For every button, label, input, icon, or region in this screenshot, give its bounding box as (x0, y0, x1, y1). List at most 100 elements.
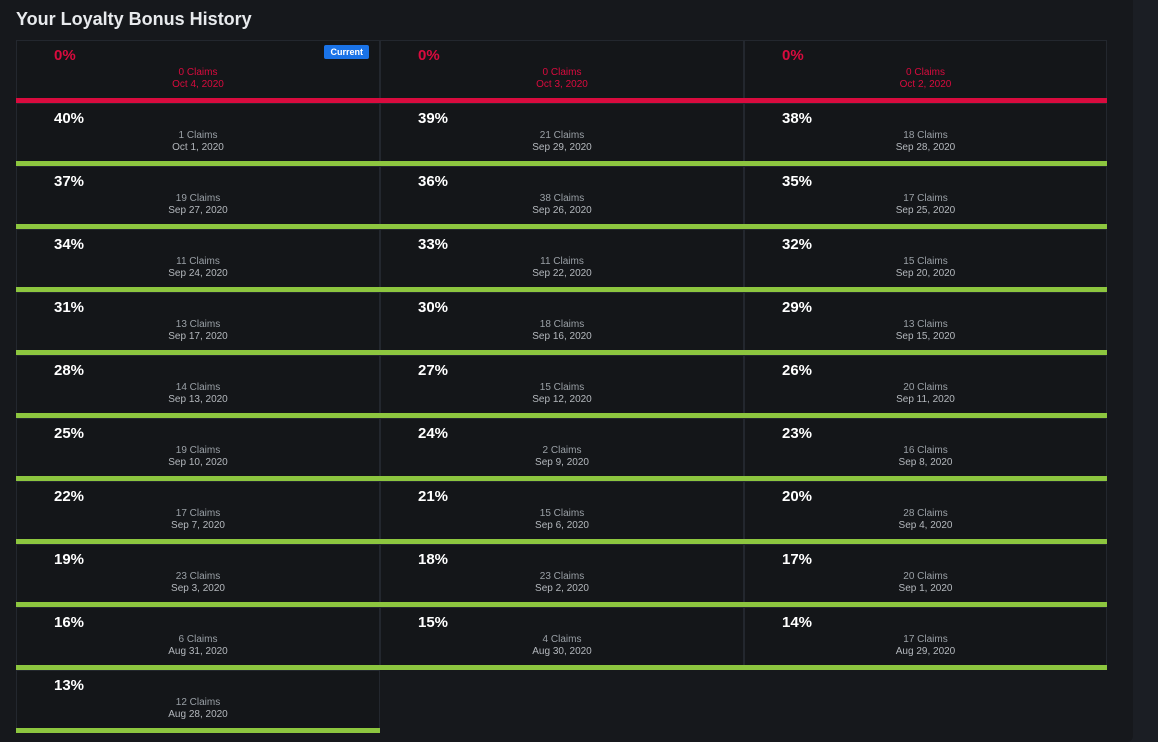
bonus-history-grid: 0% Current 0 Claims Oct 4, 2020 0% 0 Claims Oc… (16, 40, 1107, 733)
bonus-day-card: 37% 19 Claims Sep 27, 2020 (16, 166, 380, 229)
bonus-day-card: 30% 18 Claims Sep 16, 2020 (380, 292, 744, 355)
bonus-percent: 33% (418, 236, 449, 253)
claims-count: 23 Claims (539, 571, 585, 582)
bonus-percent: 25% (54, 425, 85, 442)
claims-count: 11 Claims (540, 256, 584, 267)
bonus-percent: 30% (418, 299, 449, 316)
claim-date: Sep 27, 2020 (168, 205, 228, 216)
status-bar (380, 539, 744, 544)
bonus-percent: 21% (418, 488, 449, 505)
claims-count: 13 Claims (175, 319, 221, 330)
status-bar (380, 350, 744, 355)
bonus-day-card: 21% 15 Claims Sep 6, 2020 (380, 481, 744, 544)
bonus-day-card: 17% 20 Claims Sep 1, 2020 (744, 544, 1107, 607)
bonus-percent: 40% (54, 110, 85, 127)
claim-date: Sep 1, 2020 (898, 583, 953, 594)
claims-count: 11 Claims (176, 256, 220, 267)
claim-date: Sep 17, 2020 (168, 331, 228, 342)
bonus-percent: 16% (54, 614, 85, 631)
bonus-percent: 23% (782, 425, 813, 442)
claims-count: 4 Claims (542, 634, 582, 645)
bonus-percent: 39% (418, 110, 449, 127)
status-bar (16, 728, 380, 733)
claim-date: Aug 31, 2020 (168, 646, 228, 657)
claim-date: Sep 8, 2020 (898, 457, 953, 468)
status-bar (16, 665, 380, 670)
bonus-percent: 31% (54, 299, 85, 316)
claim-date: Sep 11, 2020 (896, 394, 955, 405)
claims-count: 1 Claims (178, 130, 218, 141)
loyalty-history-panel: Your Loyalty Bonus History 0% Current 0 Cl… (16, 9, 1107, 733)
bonus-day-card: 28% 14 Claims Sep 13, 2020 (16, 355, 380, 418)
status-bar (380, 602, 744, 607)
bonus-percent: 22% (54, 488, 85, 505)
claim-date: Sep 29, 2020 (532, 142, 592, 153)
bonus-percent: 32% (782, 236, 813, 253)
bonus-percent: 38% (782, 110, 813, 127)
claims-count: 15 Claims (539, 382, 585, 393)
status-bar (16, 161, 380, 166)
claims-count: 21 Claims (539, 130, 585, 141)
claim-date: Aug 29, 2020 (895, 646, 956, 657)
status-bar (16, 413, 380, 418)
claims-count: 0 Claims (906, 67, 945, 78)
status-bar (380, 413, 744, 418)
bonus-day-card: 13% 12 Claims Aug 28, 2020 (16, 670, 380, 733)
bonus-day-card: 20% 28 Claims Sep 4, 2020 (744, 481, 1107, 544)
bonus-percent: 29% (782, 299, 813, 316)
claims-count: 19 Claims (175, 445, 221, 456)
claims-count: 38 Claims (539, 193, 585, 204)
claim-date: Sep 6, 2020 (535, 520, 589, 531)
bonus-day-card: 31% 13 Claims Sep 17, 2020 (16, 292, 380, 355)
bonus-day-card: 0% 0 Claims Oct 2, 2020 (744, 40, 1107, 103)
bonus-percent: 13% (54, 677, 85, 694)
bonus-percent: 14% (782, 614, 813, 631)
bonus-percent: 17% (782, 551, 813, 568)
status-bar (744, 539, 1107, 544)
claim-date: Sep 2, 2020 (535, 583, 589, 594)
claim-date: Sep 16, 2020 (532, 331, 592, 342)
status-bar (744, 350, 1107, 355)
claims-count: 19 Claims (175, 193, 221, 204)
bonus-day-card: 36% 38 Claims Sep 26, 2020 (380, 166, 744, 229)
bonus-day-card: 23% 16 Claims Sep 8, 2020 (744, 418, 1107, 481)
claim-date: Sep 20, 2020 (895, 268, 956, 279)
claims-count: 20 Claims (903, 382, 948, 393)
status-bar (16, 224, 380, 229)
status-bar (16, 287, 380, 292)
status-bar (744, 98, 1107, 103)
claims-count: 0 Claims (178, 67, 218, 78)
status-bar (380, 665, 744, 670)
bonus-percent: 27% (418, 362, 449, 379)
status-bar (744, 224, 1107, 229)
bonus-day-card: 22% 17 Claims Sep 7, 2020 (16, 481, 380, 544)
bonus-percent: 15% (418, 614, 449, 631)
claims-count: 23 Claims (175, 571, 221, 582)
claim-date: Sep 15, 2020 (895, 331, 956, 342)
bonus-day-card: 16% 6 Claims Aug 31, 2020 (16, 607, 380, 670)
bonus-percent: 0% (418, 47, 440, 64)
bonus-day-card: 26% 20 Claims Sep 11, 2020 (744, 355, 1107, 418)
claims-count: 20 Claims (903, 571, 948, 582)
bonus-day-card: 39% 21 Claims Sep 29, 2020 (380, 103, 744, 166)
status-bar (16, 350, 380, 355)
claim-date: Sep 7, 2020 (171, 520, 225, 531)
bonus-percent: 28% (54, 362, 85, 379)
bonus-day-card: 32% 15 Claims Sep 20, 2020 (744, 229, 1107, 292)
bonus-percent: 18% (418, 551, 449, 568)
claims-count: 16 Claims (903, 445, 948, 456)
status-bar (744, 161, 1107, 166)
claim-date: Oct 4, 2020 (172, 79, 224, 90)
claims-count: 18 Claims (539, 319, 585, 330)
bonus-percent: 26% (782, 362, 813, 379)
bonus-day-card: 24% 2 Claims Sep 9, 2020 (380, 418, 744, 481)
bonus-day-card: 18% 23 Claims Sep 2, 2020 (380, 544, 744, 607)
bonus-day-card: 38% 18 Claims Sep 28, 2020 (744, 103, 1107, 166)
claim-date: Oct 3, 2020 (536, 79, 588, 90)
claims-count: 13 Claims (903, 319, 948, 330)
claim-date: Sep 3, 2020 (171, 583, 225, 594)
claims-count: 15 Claims (539, 508, 585, 519)
bonus-percent: 0% (782, 47, 804, 64)
bonus-day-card: 33% 11 Claims Sep 22, 2020 (380, 229, 744, 292)
status-bar (744, 476, 1107, 481)
